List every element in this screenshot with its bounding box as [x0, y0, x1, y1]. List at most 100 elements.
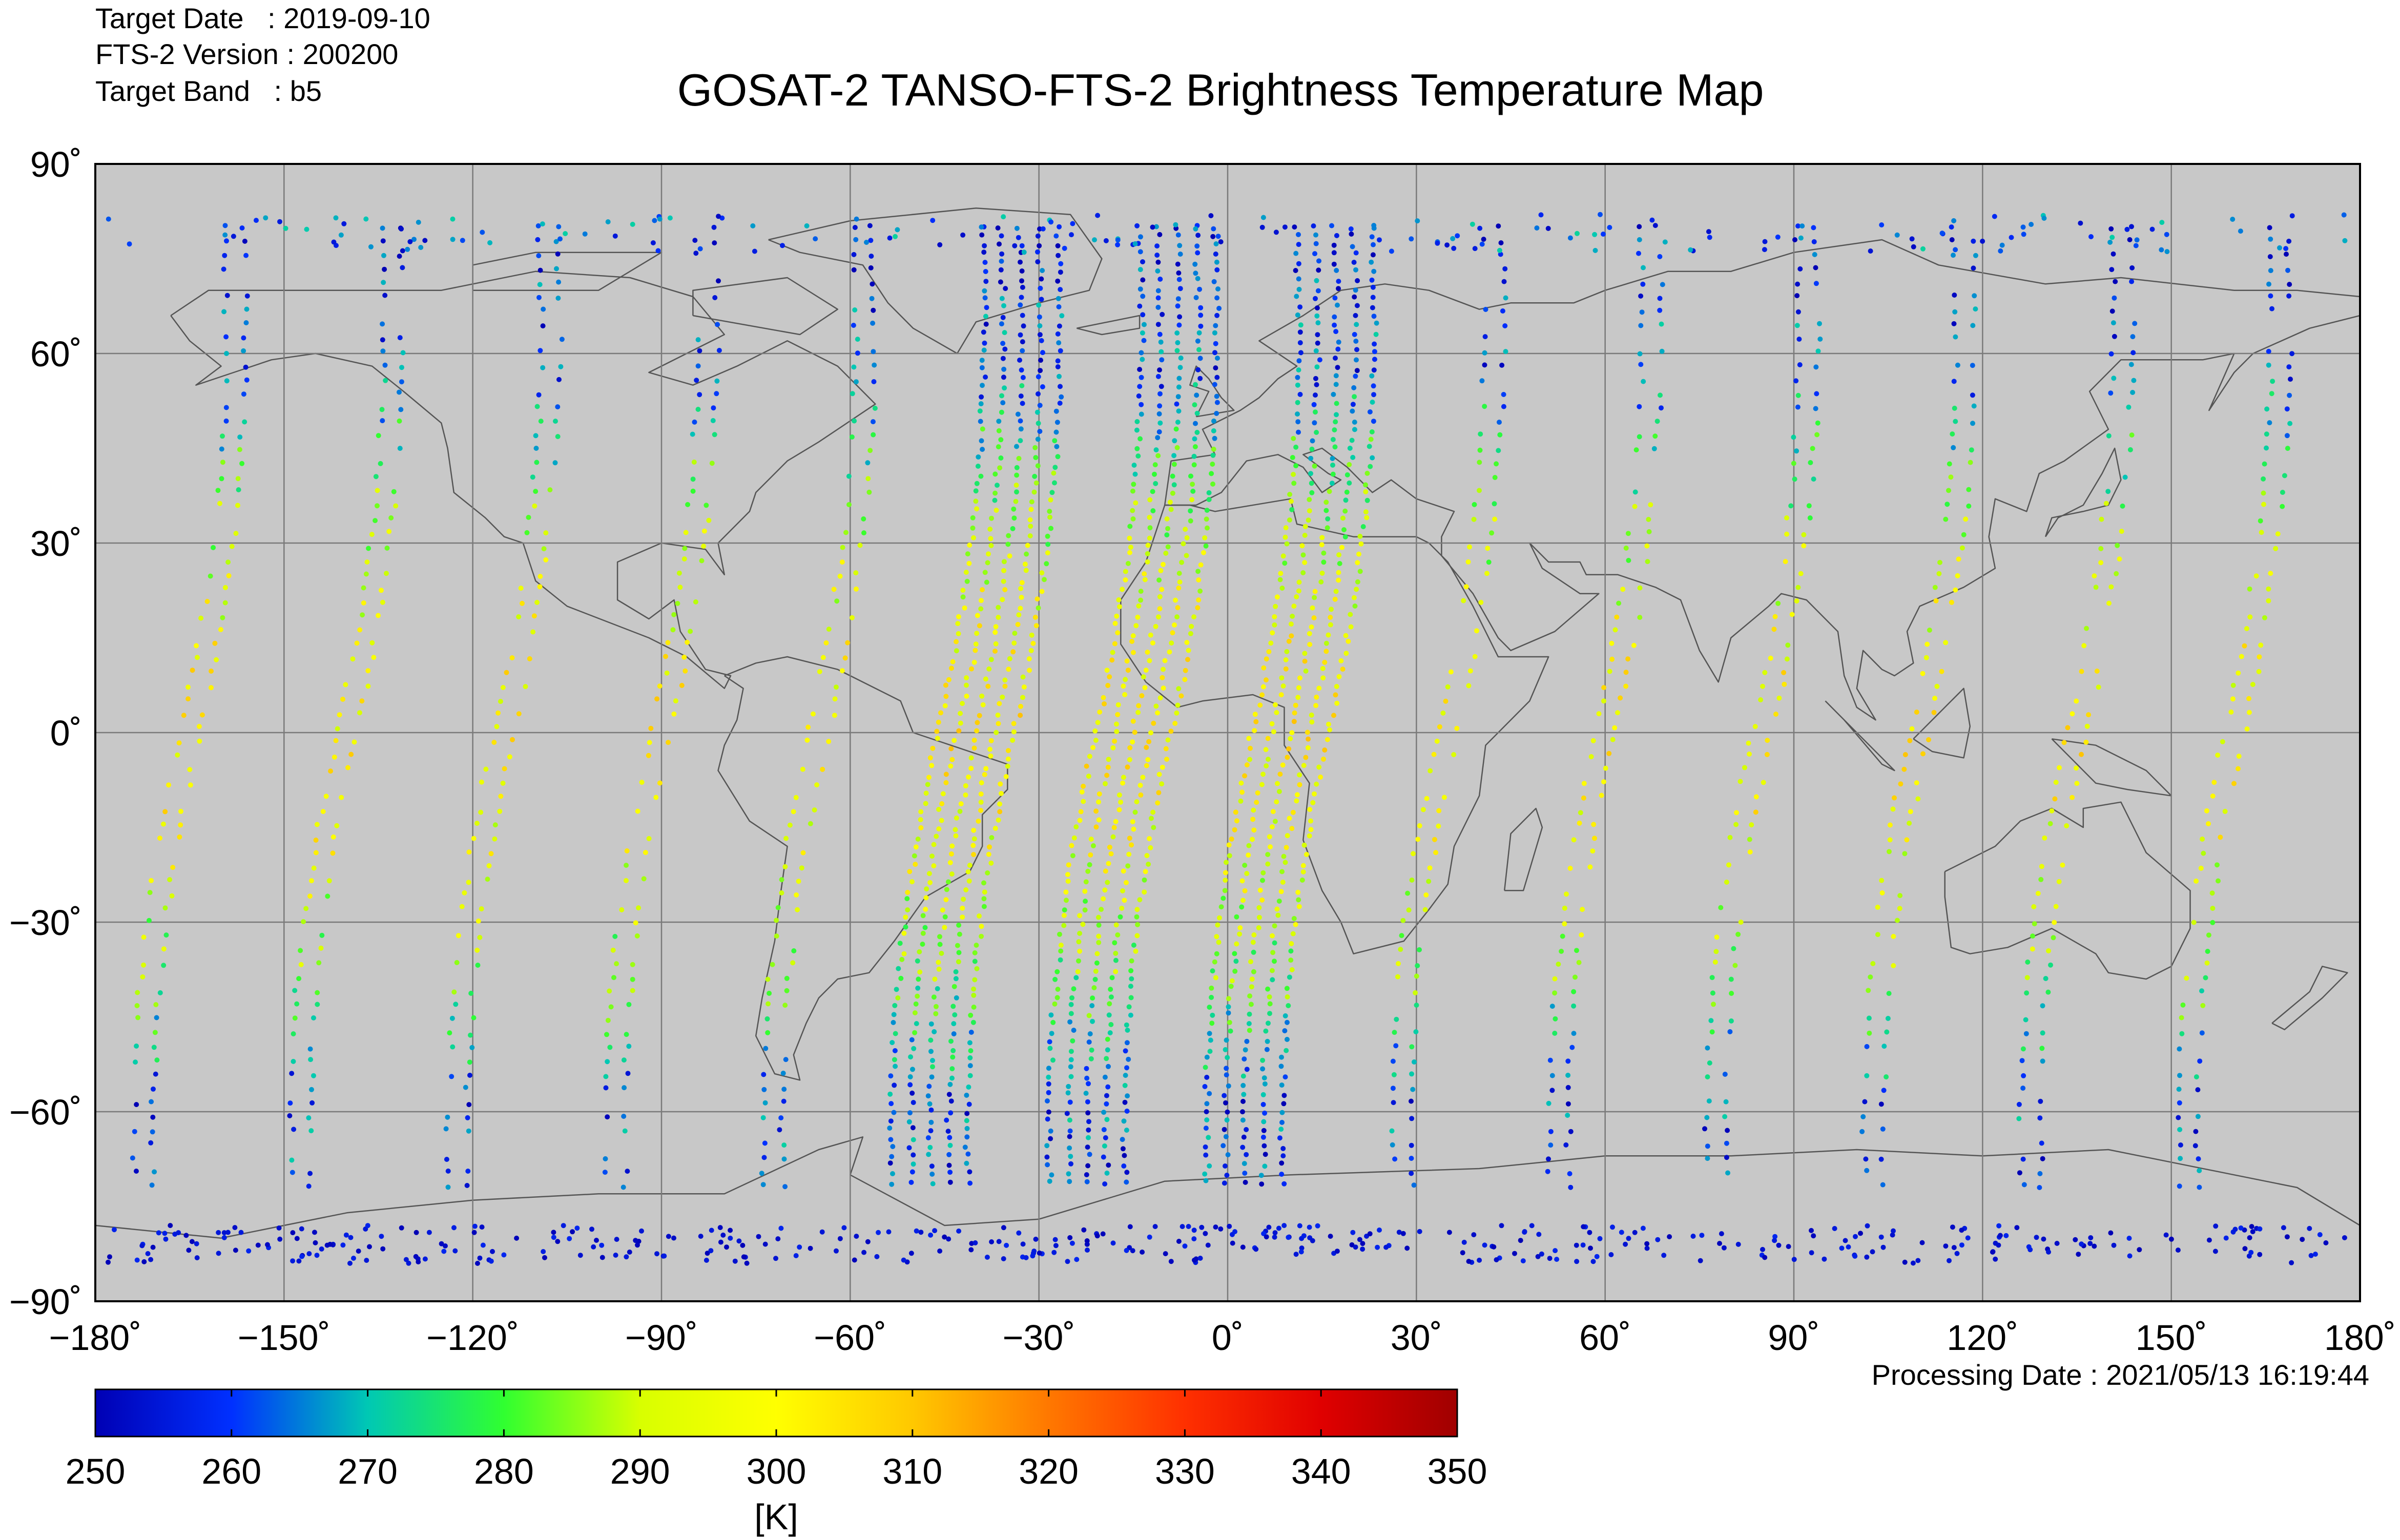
observation-point: [1120, 587, 1125, 592]
observation-point: [190, 668, 195, 673]
observation-point: [1025, 543, 1030, 548]
observation-point: [2176, 1087, 2182, 1092]
observation-point: [1963, 516, 1969, 522]
observation-point: [1161, 685, 1166, 691]
observation-point: [622, 1085, 627, 1091]
observation-point: [630, 988, 635, 993]
observation-point: [950, 1048, 956, 1053]
observation-point: [1332, 295, 1338, 301]
observation-point: [1811, 225, 1816, 231]
observation-point: [2262, 615, 2267, 620]
observation-point: [692, 238, 698, 243]
observation-point: [1019, 278, 1024, 284]
observation-point: [671, 612, 677, 617]
observation-point: [1077, 913, 1083, 919]
observation-point: [1032, 614, 1038, 620]
observation-point: [1727, 835, 1733, 840]
observation-point: [1292, 224, 1297, 230]
observation-point: [1161, 561, 1166, 567]
observation-point: [947, 860, 953, 865]
observation-point: [1575, 231, 1580, 236]
observation-point: [294, 1001, 300, 1007]
observation-point: [2200, 1003, 2206, 1008]
observation-point: [888, 1137, 894, 1142]
observation-point: [760, 1182, 766, 1188]
observation-point: [1170, 630, 1175, 636]
observation-point: [468, 990, 474, 996]
observation-point: [332, 754, 337, 760]
version-label: FTS-2 Version : 200200: [95, 38, 399, 70]
observation-point: [1347, 480, 1352, 486]
observation-point: [937, 934, 942, 940]
observation-point: [1373, 331, 1379, 337]
observation-point: [1290, 613, 1295, 619]
observation-point: [2108, 584, 2114, 590]
observation-point: [704, 1258, 709, 1263]
observation-point: [1350, 244, 1355, 249]
observation-point: [1105, 880, 1110, 885]
observation-point: [913, 844, 919, 850]
observation-point: [1553, 1016, 1558, 1022]
observation-point: [1306, 736, 1311, 742]
observation-point: [1607, 669, 1612, 674]
observation-point: [216, 1251, 221, 1256]
observation-point: [397, 254, 402, 259]
observation-point: [241, 391, 246, 397]
observation-point: [1244, 1067, 1250, 1072]
observation-point: [956, 614, 961, 619]
observation-point: [955, 943, 960, 948]
observation-point: [1134, 419, 1140, 424]
observation-point: [1353, 1244, 1358, 1250]
observation-point: [2111, 251, 2116, 257]
observation-point: [1130, 739, 1135, 745]
observation-point: [2137, 1247, 2142, 1253]
observation-point: [1115, 237, 1121, 243]
observation-point: [2250, 1229, 2256, 1235]
observation-point: [167, 877, 173, 882]
observation-point: [1920, 671, 1926, 676]
observation-point: [1175, 232, 1181, 238]
observation-point: [1155, 322, 1161, 327]
observation-point: [887, 1126, 893, 1131]
observation-point: [1125, 764, 1130, 770]
observation-point: [1316, 685, 1322, 691]
observation-point: [1492, 501, 1497, 507]
observation-point: [1189, 623, 1194, 629]
observation-point: [939, 818, 944, 823]
observation-point: [2197, 1184, 2202, 1190]
observation-point: [1165, 544, 1171, 550]
observation-point: [1714, 934, 1720, 940]
observation-point: [1733, 822, 1739, 827]
observation-point: [1101, 1127, 1107, 1132]
observation-point: [1709, 975, 1715, 981]
observation-point: [1123, 577, 1128, 582]
observation-point: [1233, 959, 1239, 964]
observation-point: [1307, 641, 1313, 647]
observation-point: [989, 1239, 995, 1244]
observation-point: [360, 612, 365, 618]
observation-point: [150, 1114, 156, 1120]
observation-point: [1560, 933, 1565, 939]
observation-point: [1792, 237, 1797, 242]
observation-point: [1313, 409, 1318, 415]
observation-point: [1348, 612, 1353, 617]
observation-point: [181, 713, 187, 718]
observation-point: [744, 1260, 750, 1266]
observation-point: [1276, 789, 1282, 794]
observation-point: [382, 293, 388, 298]
observation-point: [1931, 710, 1937, 715]
observation-point: [869, 296, 875, 301]
observation-point: [1069, 843, 1074, 848]
observation-point: [152, 1169, 157, 1175]
observation-point: [1377, 1227, 1382, 1233]
observation-point: [1247, 1028, 1252, 1033]
observation-point: [977, 623, 982, 629]
observation-point: [1112, 620, 1118, 626]
observation-point: [925, 1135, 931, 1140]
observation-point: [1249, 984, 1254, 990]
observation-point: [2289, 351, 2295, 357]
observation-point: [1424, 796, 1430, 801]
observation-point: [1108, 1022, 1114, 1027]
observation-point: [1297, 391, 1303, 397]
observation-point: [970, 515, 976, 521]
